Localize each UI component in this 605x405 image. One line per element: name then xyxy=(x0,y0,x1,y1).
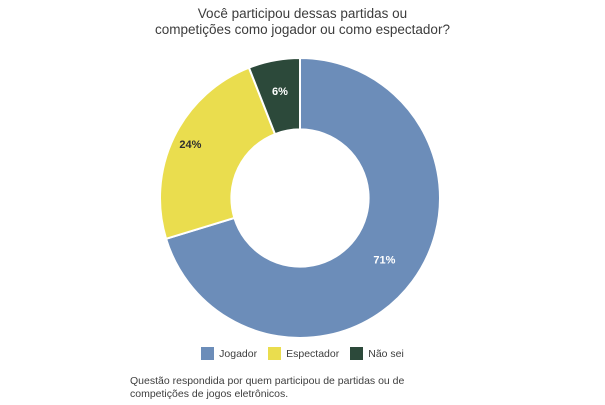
legend-swatch-nao-sei xyxy=(350,347,364,360)
slice-value-label-não-sei: 6% xyxy=(272,86,288,98)
chart-title-line-2: competições como jogador ou como especta… xyxy=(155,22,450,37)
slice-value-label-jogador: 71% xyxy=(373,255,395,267)
chart-title: Você participou dessas partidas ou compe… xyxy=(0,6,605,38)
chart-title-line-1: Você participou dessas partidas ou xyxy=(197,6,408,21)
legend-item-jogador: Jogador xyxy=(201,347,257,360)
legend-item-nao-sei: Não sei xyxy=(350,347,404,360)
chart-footnote-line-2: competições de jogos eletrônicos. xyxy=(130,387,289,400)
pie-slice-não-sei xyxy=(247,56,301,136)
chart-footnote: Questão respondida por quem participou d… xyxy=(130,375,404,400)
legend-item-espectador: Espectador xyxy=(268,347,339,360)
legend-swatch-espectador xyxy=(268,347,282,360)
legend-label-jogador: Jogador xyxy=(219,347,258,360)
legend-label-nao-sei: Não sei xyxy=(368,347,404,360)
legend-label-espectador: Espectador xyxy=(286,347,340,360)
legend-swatch-jogador xyxy=(201,347,215,360)
pie-slice-espectador xyxy=(159,66,277,241)
pie-slice-jogador xyxy=(164,56,441,339)
slice-value-label-espectador: 24% xyxy=(179,139,201,151)
chart-legend: Jogador Espectador Não sei xyxy=(0,347,605,360)
chart-footnote-line-1: Questão respondida por quem participou d… xyxy=(130,375,405,387)
